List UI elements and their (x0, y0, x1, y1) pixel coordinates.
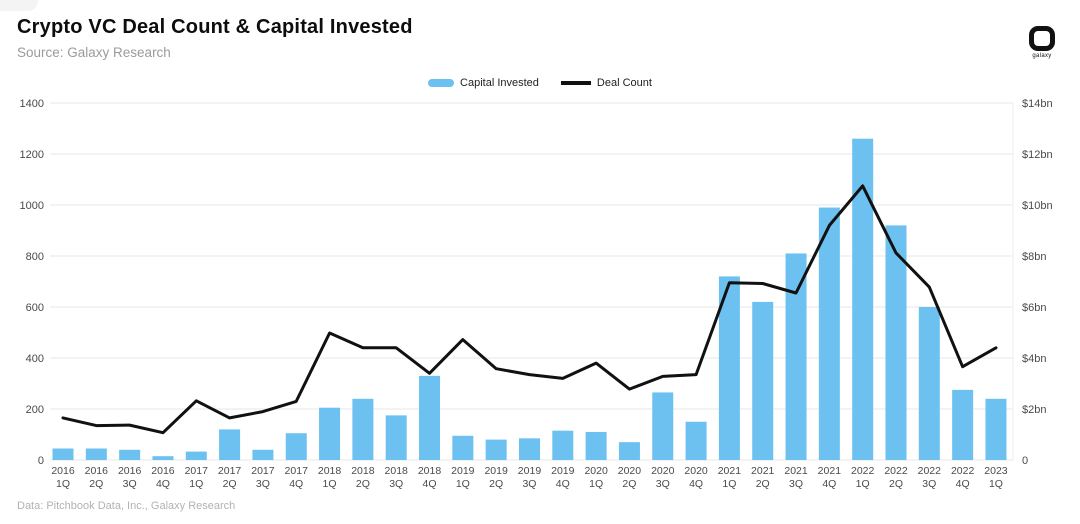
right-tick-$8bn: $8bn (1022, 251, 1046, 263)
left-tick-1200: 1200 (20, 149, 44, 161)
bar-2022-4Q (952, 389, 974, 460)
x-label-2017-2Q: 2017 2Q (218, 465, 242, 490)
x-label-2018-1Q: 2018 1Q (318, 465, 342, 490)
bar-2022-2Q (885, 225, 907, 460)
galaxy-ring-icon (1029, 26, 1055, 51)
bar-swatch-icon (428, 79, 455, 87)
bar-2018-2Q (352, 398, 374, 460)
x-label-2020-3Q: 2020 3Q (651, 465, 675, 490)
data-source-note: Data: Pitchbook Data, Inc., Galaxy Resea… (17, 500, 236, 512)
x-label-2020-1Q: 2020 1Q (584, 465, 608, 490)
bar-2022-1Q (852, 138, 874, 460)
x-label-2016-4Q: 2016 4Q (151, 465, 175, 490)
legend-label-capital-invested: Capital Invested (460, 77, 539, 89)
page-title: Crypto VC Deal Count & Capital Invested (17, 16, 413, 38)
capital-invested-bars (52, 138, 1007, 460)
x-axis-labels: 2016 1Q 2016 2Q 2016 3Q 2016 4Q 2017 1Q 2017 2Q 2017… (51, 465, 1007, 490)
right-axis-tick-labels: 0 $2bn $4bn $6bn $8bn $10bn $12bn $14bn (1022, 98, 1053, 467)
x-label-2017-3Q: 2017 3Q (251, 465, 275, 490)
bar-2023-1Q (985, 398, 1007, 460)
x-label-2018-2Q: 2018 2Q (351, 465, 375, 490)
x-label-2020-4Q: 2020 4Q (684, 465, 708, 490)
right-tick-$12bn: $12bn (1022, 149, 1053, 161)
line-swatch-icon (560, 81, 591, 85)
bar-2017-1Q (185, 451, 207, 460)
bar-2017-4Q (285, 433, 307, 460)
left-axis-tick-labels: 0 200 400 600 800 1000 1200 1400 (20, 98, 44, 467)
bar-2019-2Q (485, 439, 507, 460)
source-subtitle: Source: Galaxy Research (17, 45, 171, 60)
chart-legend: Capital Invested Deal Count (0, 77, 1080, 89)
bar-2020-2Q (618, 442, 640, 460)
left-tick-1400: 1400 (20, 98, 44, 110)
x-label-2022-3Q: 2022 3Q (918, 465, 942, 490)
x-label-2020-2Q: 2020 2Q (618, 465, 642, 490)
bar-2017-2Q (219, 429, 241, 460)
x-label-2016-2Q: 2016 2Q (85, 465, 109, 490)
deal-count-line (61, 184, 998, 435)
x-label-2022-1Q: 2022 1Q (851, 465, 875, 490)
legend-item-capital-invested: Capital Invested (428, 77, 539, 89)
left-tick-600: 600 (26, 302, 44, 314)
bar-2020-4Q (685, 421, 707, 460)
bar-2017-3Q (252, 449, 274, 460)
left-tick-800: 800 (26, 251, 44, 263)
x-label-2022-4Q: 2022 4Q (951, 465, 975, 490)
left-tick-1000: 1000 (20, 200, 44, 212)
x-label-2017-4Q: 2017 4Q (285, 465, 309, 490)
galaxy-logo-word: galaxy (1032, 53, 1052, 59)
bar-2021-3Q (785, 253, 807, 460)
x-label-2021-3Q: 2021 3Q (784, 465, 808, 490)
right-tick-$6bn: $6bn (1022, 302, 1046, 314)
x-label-2019-1Q: 2019 1Q (451, 465, 475, 490)
galaxy-logo: galaxy (1022, 26, 1062, 59)
right-tick-$4bn: $4bn (1022, 353, 1046, 365)
bar-2019-4Q (552, 430, 574, 460)
bar-2019-3Q (518, 438, 540, 460)
bar-2020-3Q (652, 392, 674, 460)
bar-2022-3Q (918, 307, 940, 460)
x-label-2021-4Q: 2021 4Q (818, 465, 842, 490)
bar-2016-3Q (119, 449, 141, 460)
x-label-2016-1Q: 2016 1Q (51, 465, 75, 490)
x-label-2017-1Q: 2017 1Q (185, 465, 209, 490)
left-tick-0: 0 (38, 455, 44, 467)
right-tick-$10bn: $10bn (1022, 200, 1053, 212)
bar-2021-2Q (752, 301, 774, 460)
x-label-2018-4Q: 2018 4Q (418, 465, 442, 490)
right-tick-$14bn: $14bn (1022, 98, 1053, 110)
x-label-2023-1Q: 2023 1Q (984, 465, 1008, 490)
bar-2018-1Q (319, 407, 341, 460)
legend-item-deal-count: Deal Count (560, 77, 652, 89)
left-tick-200: 200 (26, 404, 44, 416)
bar-2016-1Q (52, 448, 74, 460)
x-label-2021-2Q: 2021 2Q (751, 465, 775, 490)
x-label-2019-4Q: 2019 4Q (551, 465, 575, 490)
bar-2021-4Q (818, 207, 840, 460)
left-tick-400: 400 (26, 353, 44, 365)
bar-2018-3Q (385, 415, 407, 460)
x-label-2018-3Q: 2018 3Q (385, 465, 409, 490)
bar-2020-1Q (585, 431, 607, 460)
bar-2019-1Q (452, 435, 474, 460)
bar-2021-1Q (718, 276, 740, 460)
right-tick-0: 0 (1022, 455, 1028, 467)
x-label-2016-3Q: 2016 3Q (118, 465, 142, 490)
x-label-2019-3Q: 2019 3Q (518, 465, 542, 490)
bar-2016-2Q (85, 448, 107, 460)
legend-label-deal-count: Deal Count (596, 77, 652, 89)
x-label-2021-1Q: 2021 1Q (718, 465, 742, 490)
x-label-2022-2Q: 2022 2Q (884, 465, 908, 490)
bar-2018-4Q (419, 375, 441, 460)
right-tick-$2bn: $2bn (1022, 404, 1046, 416)
x-label-2019-2Q: 2019 2Q (484, 465, 508, 490)
card-corner (0, 0, 38, 11)
bar-2016-4Q (152, 456, 174, 460)
